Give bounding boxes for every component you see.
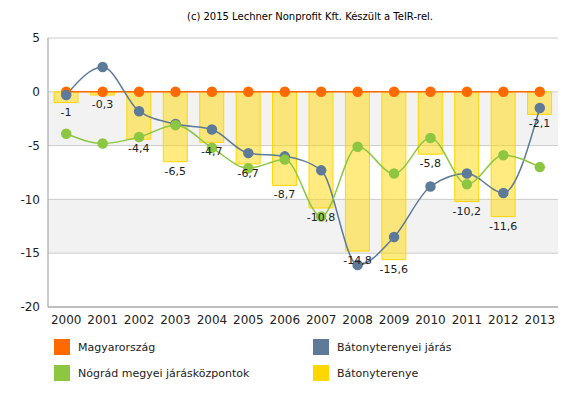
- svg-text:2006: 2006: [270, 313, 301, 327]
- svg-text:2005: 2005: [233, 313, 264, 327]
- svg-text:-11,6: -11,6: [489, 220, 517, 233]
- html-text:Bátonyterenyei járás: Bátonyterenyei járás: [337, 340, 452, 354]
- svg-text:-5: -5: [28, 139, 40, 153]
- svg-text:-10: -10: [20, 193, 40, 207]
- svg-text:-0,3: -0,3: [92, 98, 113, 111]
- svg-text:-5,8: -5,8: [420, 157, 441, 170]
- svg-text:2008: 2008: [342, 313, 373, 327]
- svg-text:-4,4: -4,4: [128, 142, 149, 155]
- svg-text:2001: 2001: [87, 313, 118, 327]
- svg-text:-15: -15: [20, 246, 40, 260]
- svg-text:5: 5: [32, 31, 40, 45]
- svg-text:-4,7: -4,7: [201, 145, 222, 158]
- svg-text:-10,2: -10,2: [452, 205, 480, 218]
- svg-text:2010: 2010: [415, 313, 446, 327]
- svg-text:2004: 2004: [197, 313, 228, 327]
- svg-text:2012: 2012: [488, 313, 519, 327]
- html-text:Bátonyterenye: Bátonyterenye: [337, 366, 419, 380]
- svg-text:-15,6: -15,6: [380, 263, 408, 276]
- svg-text:-20: -20: [20, 300, 40, 314]
- svg-text:-2,1: -2,1: [529, 117, 550, 130]
- svg-text:2009: 2009: [379, 313, 410, 327]
- svg-text:2003: 2003: [160, 313, 191, 327]
- svg-text:-8,7: -8,7: [274, 188, 295, 201]
- svg-text:-6,7: -6,7: [237, 167, 258, 180]
- svg-text:2007: 2007: [306, 313, 337, 327]
- svg-text:0: 0: [32, 85, 40, 99]
- svg-text:-6,5: -6,5: [165, 165, 186, 178]
- svg-text:2011: 2011: [452, 313, 483, 327]
- svg-text:-14,8: -14,8: [343, 254, 371, 267]
- html-text:Nógrád megyei járásközpontok: Nógrád megyei járásközpontok: [78, 366, 250, 380]
- svg-text:2000: 2000: [51, 313, 82, 327]
- svg-text:2002: 2002: [124, 313, 155, 327]
- html-text:Magyarország: Magyarország: [78, 340, 156, 354]
- svg-text:-1: -1: [61, 106, 72, 119]
- svg-text:2013: 2013: [525, 313, 556, 327]
- html-text:(c) 2015 Lechner Nonprofit Kft: (c) 2015 Lechner Nonprofit Kft. Készült …: [187, 11, 433, 22]
- svg-text:-10,8: -10,8: [307, 211, 335, 224]
